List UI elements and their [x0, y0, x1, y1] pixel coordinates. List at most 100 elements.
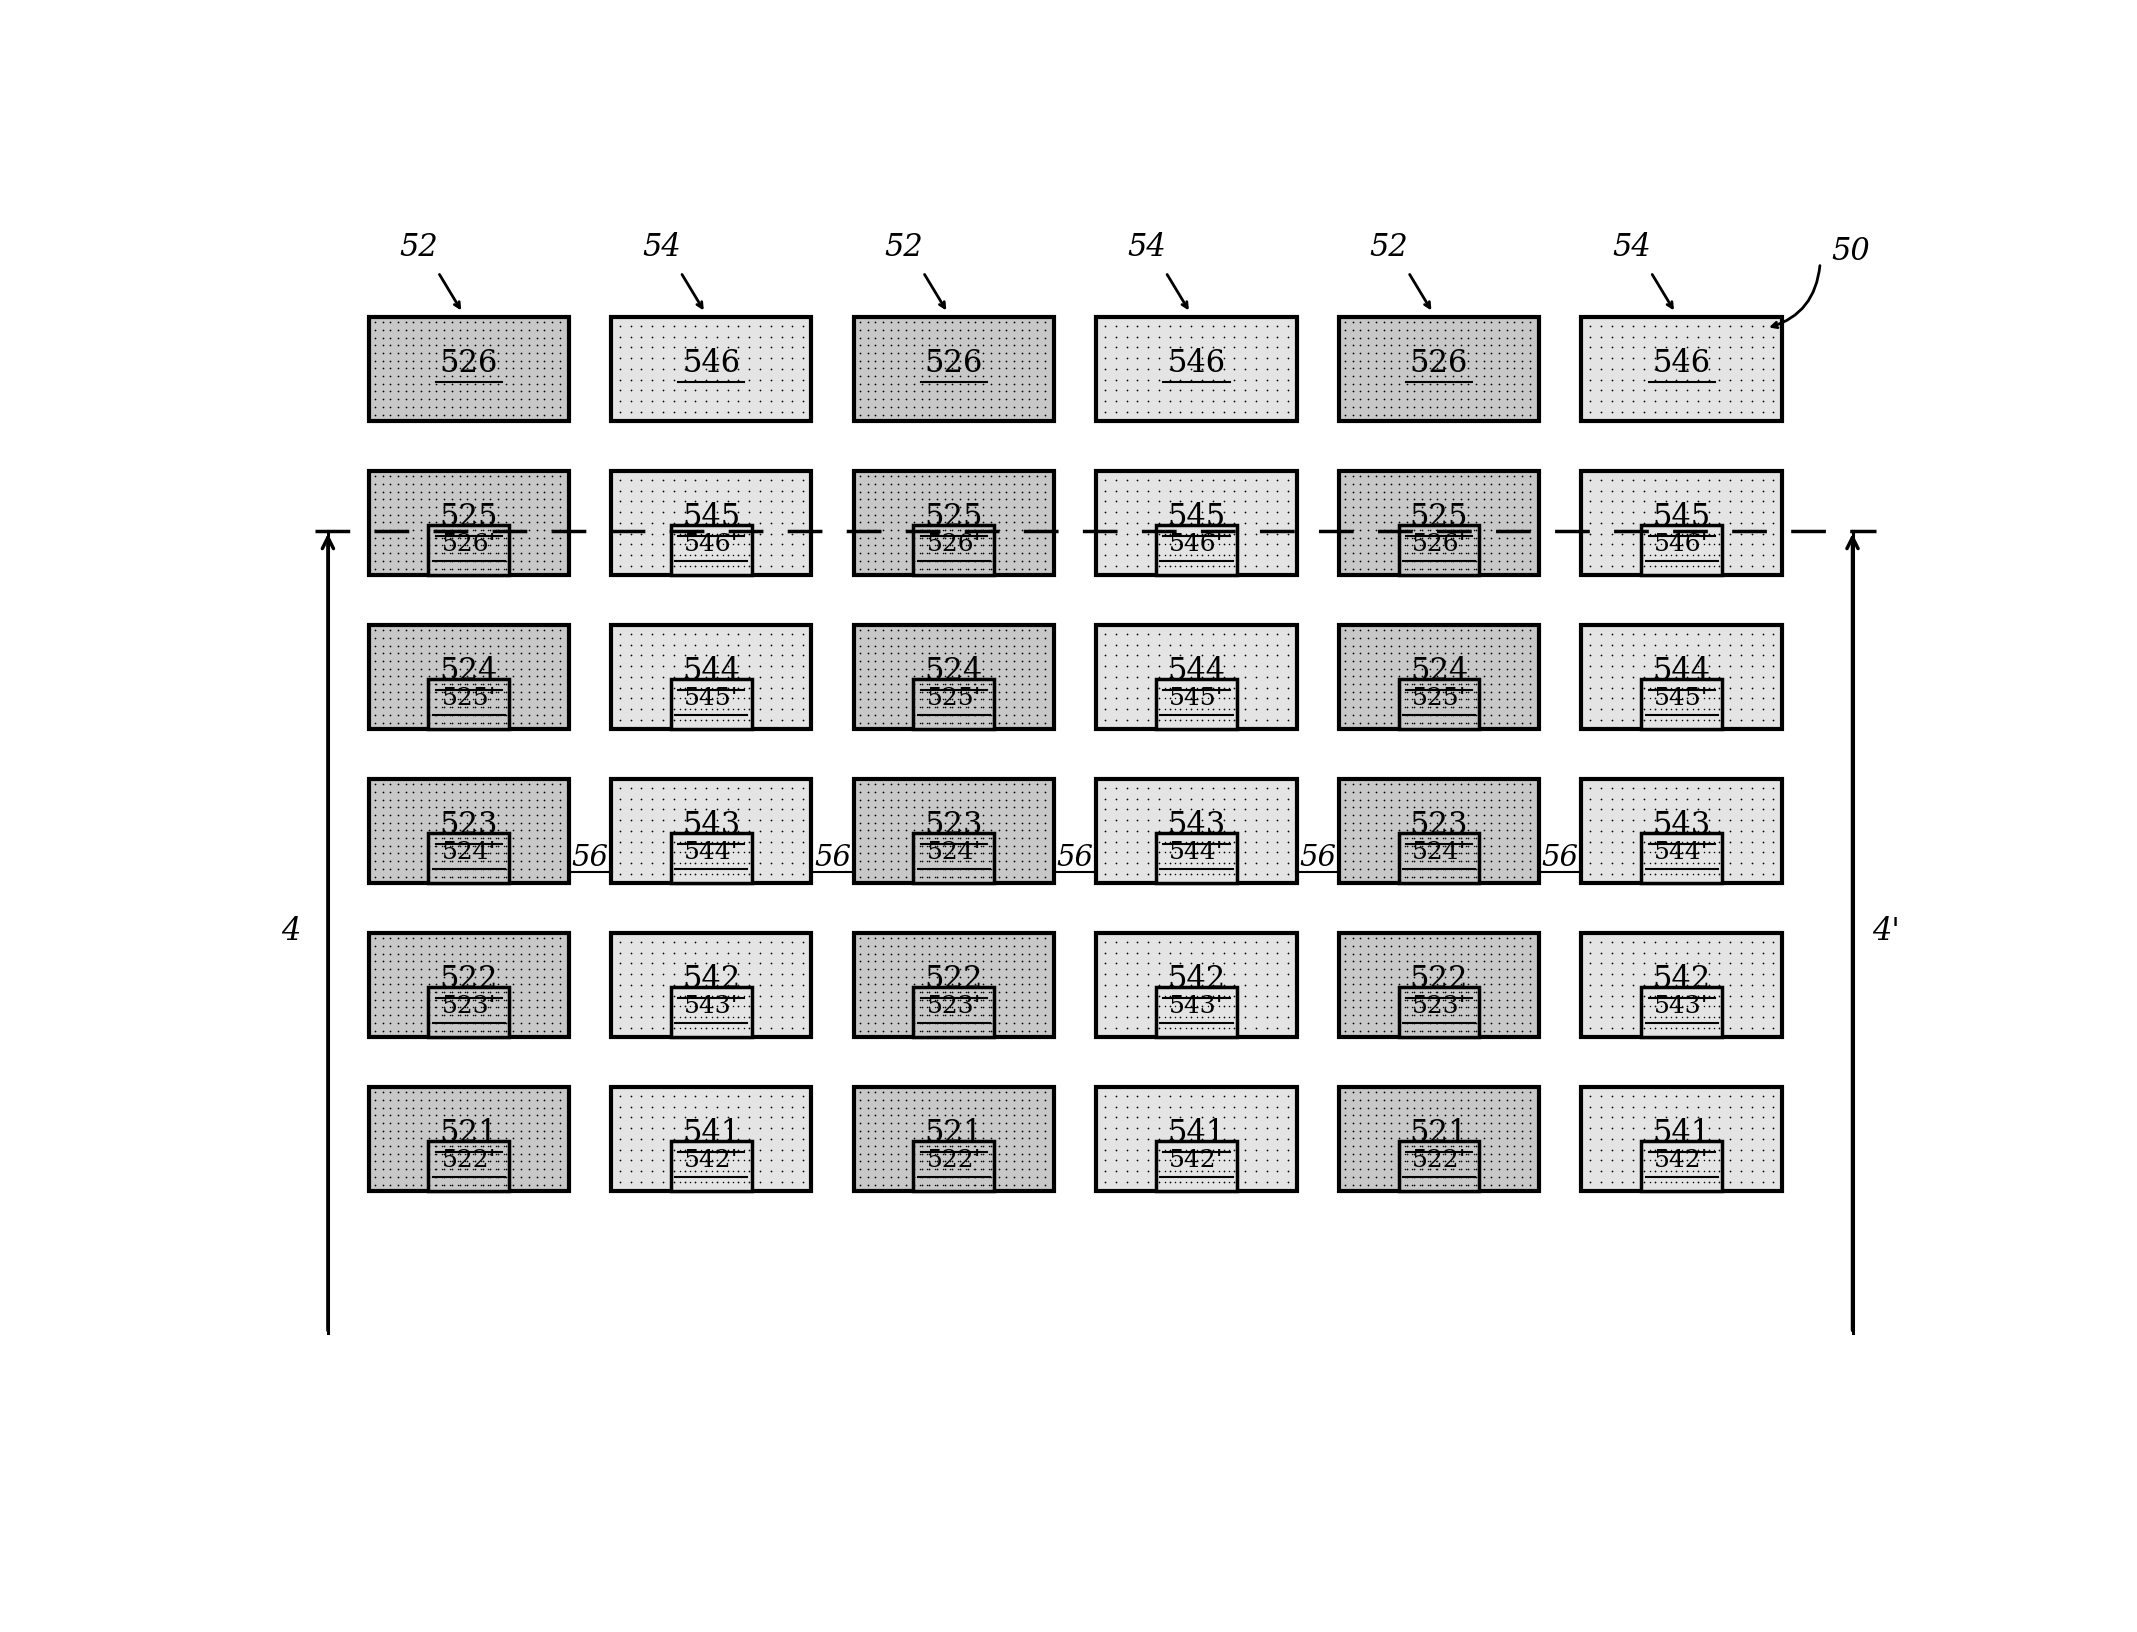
- Bar: [1398, 987, 1479, 1036]
- Bar: [855, 625, 1054, 728]
- Text: 541: 541: [682, 1118, 742, 1149]
- Bar: [427, 987, 509, 1036]
- Bar: [1581, 778, 1782, 883]
- Bar: [1581, 317, 1782, 421]
- Text: 544: 544: [682, 656, 739, 687]
- Text: 542': 542': [1169, 1149, 1225, 1172]
- Bar: [1641, 524, 1722, 574]
- Text: 526: 526: [925, 348, 983, 379]
- Text: 56: 56: [571, 844, 609, 871]
- Bar: [671, 524, 752, 574]
- Text: 523': 523': [442, 996, 496, 1018]
- Text: 545': 545': [684, 687, 739, 710]
- Bar: [855, 470, 1054, 574]
- Text: 523: 523: [925, 809, 983, 840]
- Text: 523': 523': [1413, 996, 1466, 1018]
- Text: 523: 523: [1410, 809, 1468, 840]
- Text: 546': 546': [1654, 532, 1710, 557]
- Text: 524: 524: [440, 656, 498, 687]
- Text: 522': 522': [442, 1149, 496, 1172]
- Bar: [912, 1141, 994, 1191]
- Text: 525: 525: [925, 501, 983, 532]
- Bar: [1096, 317, 1297, 421]
- Bar: [912, 524, 994, 574]
- Text: 4': 4': [1872, 917, 1900, 948]
- Text: 524: 524: [925, 656, 983, 687]
- Bar: [1641, 832, 1722, 883]
- Bar: [1096, 470, 1297, 574]
- Bar: [611, 1087, 812, 1191]
- Text: 544': 544': [684, 840, 739, 863]
- Text: 521: 521: [440, 1118, 498, 1149]
- Bar: [1096, 625, 1297, 728]
- Bar: [855, 1087, 1054, 1191]
- Text: 521: 521: [1410, 1118, 1468, 1149]
- Text: 54: 54: [1126, 232, 1167, 263]
- Text: 56: 56: [1541, 844, 1579, 871]
- Text: 522': 522': [927, 1149, 981, 1172]
- Text: 525': 525': [442, 687, 496, 710]
- Text: 544': 544': [1169, 840, 1225, 863]
- Bar: [1156, 832, 1237, 883]
- Text: 546: 546: [1652, 348, 1710, 379]
- Bar: [370, 470, 568, 574]
- Bar: [1398, 1141, 1479, 1191]
- Bar: [671, 832, 752, 883]
- Text: 522: 522: [440, 965, 498, 996]
- Text: 542': 542': [684, 1149, 739, 1172]
- Text: 545: 545: [682, 501, 742, 532]
- Bar: [370, 778, 568, 883]
- Text: 523': 523': [927, 996, 981, 1018]
- Text: 546': 546': [1169, 532, 1225, 557]
- Text: 56: 56: [814, 844, 851, 871]
- Text: 544': 544': [1654, 840, 1710, 863]
- Text: 526: 526: [440, 348, 498, 379]
- Bar: [1581, 934, 1782, 1036]
- Text: 523: 523: [440, 809, 498, 840]
- Bar: [370, 317, 568, 421]
- Bar: [370, 625, 568, 728]
- Bar: [912, 987, 994, 1036]
- Text: 524': 524': [927, 840, 981, 863]
- Bar: [1156, 987, 1237, 1036]
- Text: 522': 522': [1413, 1149, 1466, 1172]
- Bar: [427, 524, 509, 574]
- Bar: [427, 679, 509, 728]
- Text: 544: 544: [1167, 656, 1225, 687]
- Text: 522: 522: [925, 965, 983, 996]
- Text: 545: 545: [1167, 501, 1227, 532]
- Bar: [611, 625, 812, 728]
- Bar: [1641, 1141, 1722, 1191]
- Bar: [370, 934, 568, 1036]
- Bar: [1641, 679, 1722, 728]
- Text: 521: 521: [925, 1118, 983, 1149]
- Bar: [611, 470, 812, 574]
- Bar: [1581, 470, 1782, 574]
- Bar: [1096, 1087, 1297, 1191]
- Text: 526': 526': [927, 532, 981, 557]
- Text: 524': 524': [442, 840, 496, 863]
- Bar: [671, 679, 752, 728]
- Text: 543': 543': [1169, 996, 1225, 1018]
- Bar: [671, 987, 752, 1036]
- Text: 541: 541: [1652, 1118, 1712, 1149]
- Text: 541: 541: [1167, 1118, 1227, 1149]
- Bar: [912, 679, 994, 728]
- Text: 545': 545': [1654, 687, 1710, 710]
- Bar: [855, 778, 1054, 883]
- Text: 56: 56: [1299, 844, 1336, 871]
- Bar: [855, 934, 1054, 1036]
- Bar: [1096, 934, 1297, 1036]
- Text: 542: 542: [1652, 965, 1712, 996]
- Bar: [370, 1087, 568, 1191]
- Text: 524': 524': [1413, 840, 1466, 863]
- Bar: [1156, 679, 1237, 728]
- Text: 543: 543: [682, 809, 742, 840]
- Bar: [1398, 524, 1479, 574]
- Bar: [611, 934, 812, 1036]
- Text: 546: 546: [682, 348, 739, 379]
- Bar: [1581, 1087, 1782, 1191]
- Text: 526': 526': [442, 532, 496, 557]
- Text: 56: 56: [1056, 844, 1094, 871]
- Bar: [1340, 470, 1539, 574]
